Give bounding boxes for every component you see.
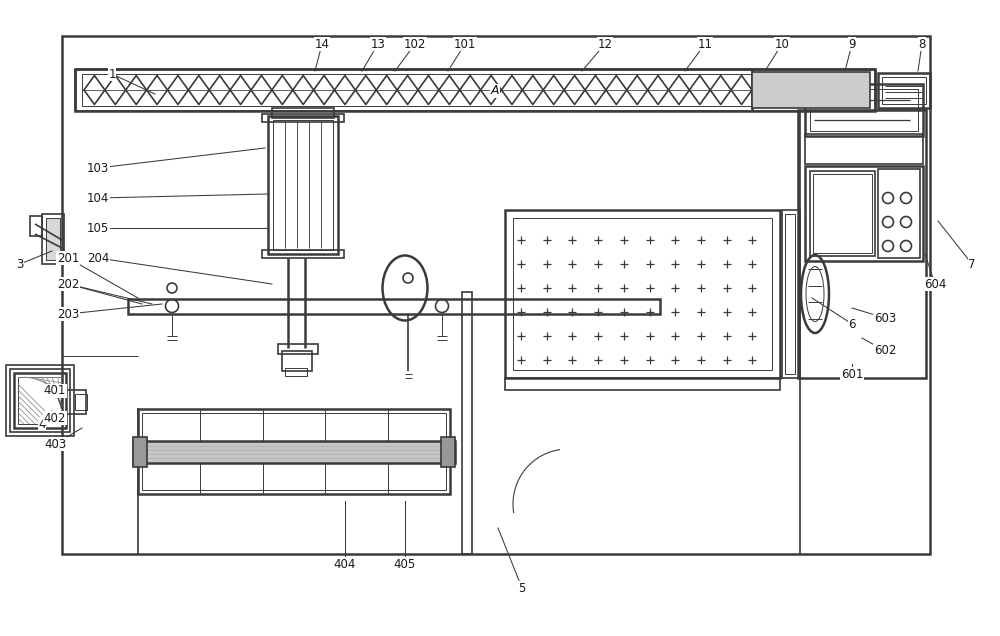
Text: 12: 12 [598,38,612,50]
Bar [128,299,660,314]
Bar [282,351,312,371]
Text: 6: 6 [848,317,856,331]
Bar [805,166,923,261]
Bar [810,89,918,131]
Text: 405: 405 [394,558,416,570]
Bar [505,210,780,378]
Text: 202: 202 [57,277,79,291]
Bar [42,214,64,264]
Text: 203: 203 [57,307,79,321]
Text: 5: 5 [518,581,526,595]
Text: 404: 404 [334,558,356,570]
Bar [878,73,930,108]
Bar [262,114,344,122]
Text: 102: 102 [404,38,426,50]
Bar [441,436,455,466]
Bar [752,72,870,108]
Bar [782,210,800,378]
Bar [882,77,926,104]
Bar [133,441,455,462]
Bar [513,218,772,370]
Text: 601: 601 [841,368,863,380]
Bar [785,214,795,374]
Bar [14,373,66,428]
Text: 103: 103 [87,162,109,174]
Bar [810,171,875,256]
Bar [18,377,62,424]
Text: 3: 3 [16,258,24,270]
Bar [878,169,920,258]
Text: 10: 10 [775,38,789,50]
Text: 9: 9 [848,38,856,50]
Bar [142,413,446,490]
Text: 105: 105 [87,221,109,235]
Bar [285,368,307,376]
Bar [75,69,875,111]
Text: 603: 603 [874,312,896,324]
Text: 13: 13 [371,38,385,50]
Bar [46,218,60,260]
Text: 401: 401 [44,385,66,398]
Bar [278,344,318,354]
Bar [805,84,923,136]
Bar [30,216,42,236]
Bar [505,378,780,390]
Text: 101: 101 [454,38,476,50]
Text: 602: 602 [874,345,896,357]
Bar [798,110,926,378]
Bar [462,292,472,554]
Text: 8: 8 [918,38,926,50]
Bar [262,250,344,258]
Bar [272,108,334,118]
Bar [138,409,450,494]
Bar [6,365,74,436]
Bar [62,390,86,414]
Text: 204: 204 [87,251,109,265]
Bar [82,74,754,106]
Bar [133,436,147,466]
Text: 104: 104 [87,191,109,205]
Text: 4: 4 [38,417,46,431]
Bar [62,36,930,554]
Text: 604: 604 [924,277,946,291]
Bar [805,134,923,164]
Text: A: A [491,85,499,97]
Text: 14: 14 [314,38,330,50]
Text: 403: 403 [44,438,66,450]
Text: 201: 201 [57,251,79,265]
Text: 2: 2 [64,277,72,291]
Bar [268,116,338,254]
Text: 7: 7 [968,258,976,270]
Text: 402: 402 [44,411,66,424]
Bar [813,174,872,253]
Text: 1: 1 [108,67,116,81]
Bar [273,120,333,250]
Bar [75,394,87,410]
Text: 11: 11 [698,38,712,50]
Bar [10,369,70,432]
